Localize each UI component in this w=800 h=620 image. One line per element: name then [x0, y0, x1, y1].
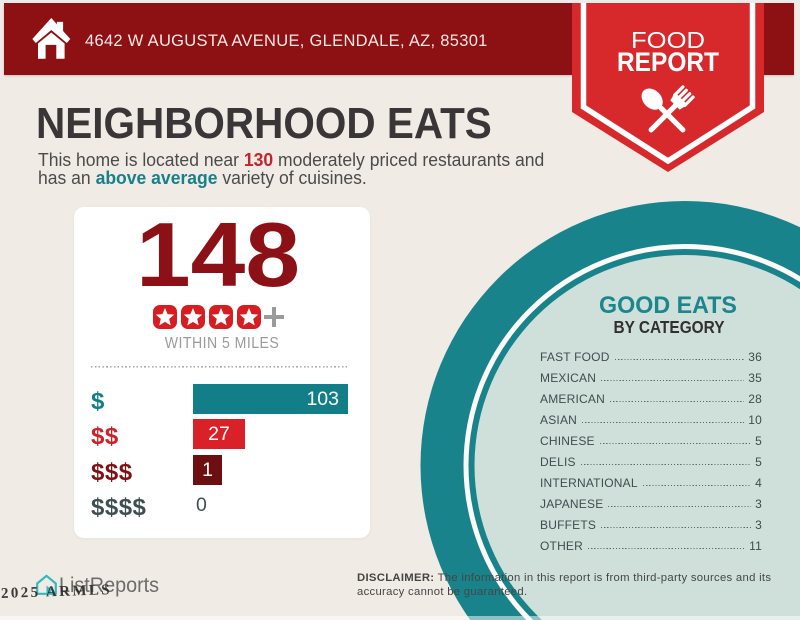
svg-text:FOOD: FOOD: [631, 27, 705, 53]
svg-text:REPORT: REPORT: [617, 47, 719, 77]
